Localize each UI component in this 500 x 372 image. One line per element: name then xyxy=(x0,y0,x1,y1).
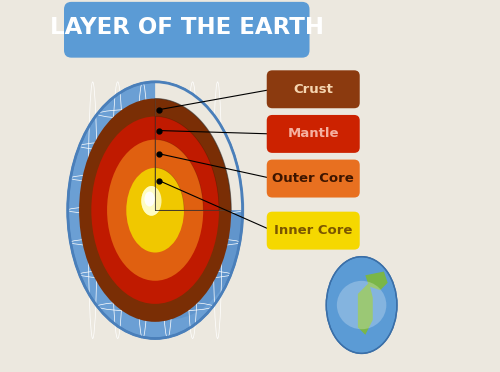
Polygon shape xyxy=(155,99,231,210)
Polygon shape xyxy=(155,82,242,210)
FancyBboxPatch shape xyxy=(266,70,360,108)
FancyBboxPatch shape xyxy=(266,212,360,250)
Ellipse shape xyxy=(142,186,162,216)
Ellipse shape xyxy=(126,168,184,253)
Ellipse shape xyxy=(79,99,231,322)
Text: Outer Core: Outer Core xyxy=(272,172,354,185)
FancyBboxPatch shape xyxy=(266,115,360,153)
Ellipse shape xyxy=(144,192,154,206)
Ellipse shape xyxy=(68,82,242,339)
Polygon shape xyxy=(366,272,388,290)
Ellipse shape xyxy=(96,101,244,319)
Text: Inner Core: Inner Core xyxy=(274,224,352,237)
Polygon shape xyxy=(155,168,184,210)
Polygon shape xyxy=(155,116,219,210)
Ellipse shape xyxy=(326,257,397,353)
Ellipse shape xyxy=(107,140,203,281)
FancyBboxPatch shape xyxy=(64,2,310,58)
Ellipse shape xyxy=(92,116,219,304)
Text: LAYER OF THE EARTH: LAYER OF THE EARTH xyxy=(50,16,324,39)
Text: Crust: Crust xyxy=(294,83,333,96)
Polygon shape xyxy=(358,283,373,335)
FancyBboxPatch shape xyxy=(266,160,360,198)
Ellipse shape xyxy=(142,186,162,216)
Polygon shape xyxy=(155,140,203,210)
Ellipse shape xyxy=(337,281,386,329)
Text: Mantle: Mantle xyxy=(288,128,339,140)
Ellipse shape xyxy=(144,192,154,206)
